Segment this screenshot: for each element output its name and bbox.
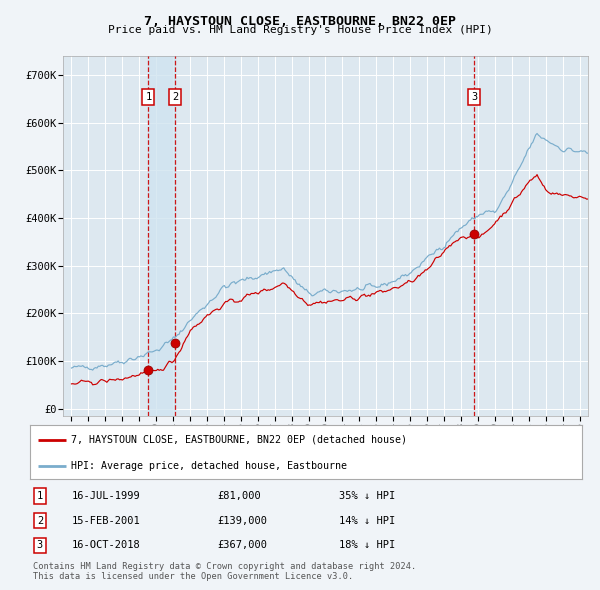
Text: 14% ↓ HPI: 14% ↓ HPI (339, 516, 395, 526)
Text: 15-FEB-2001: 15-FEB-2001 (71, 516, 140, 526)
Text: 7, HAYSTOUN CLOSE, EASTBOURNE, BN22 0EP: 7, HAYSTOUN CLOSE, EASTBOURNE, BN22 0EP (144, 15, 456, 28)
Text: £367,000: £367,000 (218, 540, 268, 550)
Text: Price paid vs. HM Land Registry's House Price Index (HPI): Price paid vs. HM Land Registry's House … (107, 25, 493, 35)
Text: 16-OCT-2018: 16-OCT-2018 (71, 540, 140, 550)
Text: £139,000: £139,000 (218, 516, 268, 526)
Text: 3: 3 (471, 91, 478, 101)
Text: 18% ↓ HPI: 18% ↓ HPI (339, 540, 395, 550)
Text: 2: 2 (172, 91, 178, 101)
Text: 3: 3 (37, 540, 43, 550)
Text: 2: 2 (37, 516, 43, 526)
Text: 1: 1 (145, 91, 151, 101)
Text: 16-JUL-1999: 16-JUL-1999 (71, 491, 140, 501)
Text: £81,000: £81,000 (218, 491, 262, 501)
Bar (148, 56, 175, 416)
Text: 1: 1 (37, 491, 43, 501)
Text: Contains HM Land Registry data © Crown copyright and database right 2024.
This d: Contains HM Land Registry data © Crown c… (33, 562, 416, 581)
Text: HPI: Average price, detached house, Eastbourne: HPI: Average price, detached house, East… (71, 461, 347, 470)
Text: 7, HAYSTOUN CLOSE, EASTBOURNE, BN22 0EP (detached house): 7, HAYSTOUN CLOSE, EASTBOURNE, BN22 0EP … (71, 435, 407, 445)
Text: 35% ↓ HPI: 35% ↓ HPI (339, 491, 395, 501)
